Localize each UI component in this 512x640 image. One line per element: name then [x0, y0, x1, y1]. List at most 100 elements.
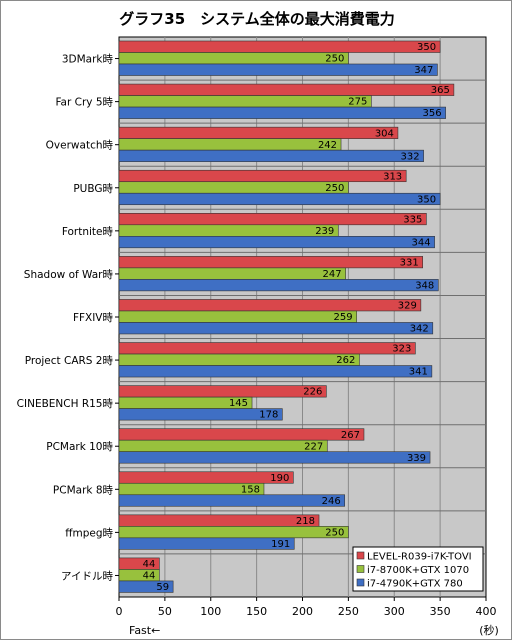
category-label: Shadow of War時	[24, 269, 114, 281]
category-label: Far Cry 5時	[55, 97, 113, 109]
category-label: Fortnite時	[62, 226, 114, 238]
data-label: 226	[303, 387, 322, 398]
data-label: 178	[259, 410, 278, 421]
data-label: 250	[325, 54, 344, 65]
bar	[118, 471, 294, 484]
data-label: 262	[336, 355, 355, 366]
category-label: PCMark 8時	[53, 484, 114, 496]
data-label: 347	[414, 65, 433, 76]
bar	[118, 537, 295, 550]
category-label: CINEBENCH R15時	[17, 398, 114, 410]
data-label: 59	[156, 582, 169, 593]
bar	[118, 40, 441, 53]
data-label: 313	[383, 171, 402, 182]
data-label: 329	[398, 301, 417, 312]
bar	[118, 192, 441, 206]
bar	[118, 385, 327, 398]
data-label: 44	[143, 559, 156, 570]
x-tick-label: 250	[338, 605, 359, 618]
legend-label: i7-8700K+GTX 1070	[367, 565, 469, 576]
bar	[118, 106, 446, 119]
legend-swatch	[356, 578, 365, 587]
category-label: アイドル時	[61, 570, 113, 582]
x-tick-label: 0	[116, 605, 123, 618]
data-label: 275	[348, 97, 367, 108]
bar	[118, 365, 433, 378]
x-tick-label: 100	[200, 605, 221, 618]
data-label: 191	[271, 539, 290, 550]
bar	[118, 236, 435, 249]
legend-label: LEVEL-R039-i7K-TOVI	[367, 552, 472, 563]
category-label: FFXIV時	[73, 312, 114, 324]
bar	[118, 580, 174, 593]
bar	[118, 224, 339, 237]
data-label: 331	[400, 257, 419, 268]
data-label: 242	[318, 140, 337, 151]
x-tick-label: 200	[292, 605, 313, 618]
data-label: 344	[412, 237, 431, 248]
bar	[118, 514, 320, 527]
data-label: 247	[323, 269, 342, 280]
bar	[118, 138, 342, 151]
data-label: 339	[407, 453, 426, 464]
x-tick-label: 350	[430, 605, 451, 618]
category-label: PCMark 10時	[46, 441, 113, 453]
data-label: 250	[325, 183, 344, 194]
data-label: 332	[401, 151, 420, 162]
bar	[118, 299, 422, 312]
bar	[118, 181, 349, 194]
bar	[118, 279, 439, 292]
bar	[118, 52, 349, 65]
bar	[118, 451, 431, 464]
data-label: 341	[409, 367, 428, 378]
data-label: 350	[417, 194, 436, 205]
category-label: Project CARS 2時	[25, 355, 114, 367]
data-label: 227	[304, 441, 323, 452]
data-label: 145	[229, 398, 248, 409]
category-label: ffmpeg時	[65, 527, 113, 539]
bar	[118, 126, 399, 139]
category-label: PUBG時	[73, 183, 113, 195]
legend-swatch	[356, 551, 365, 560]
x-axis-unit: (秒)	[479, 623, 499, 637]
bar	[118, 213, 427, 226]
x-tick-label: 400	[476, 605, 497, 618]
bar	[118, 267, 346, 280]
legend-box	[352, 546, 484, 592]
bar	[118, 169, 407, 183]
data-label: 250	[325, 527, 344, 538]
bar	[118, 494, 346, 507]
x-tick-label: 50	[158, 605, 172, 618]
bar	[118, 310, 357, 323]
bar	[118, 149, 424, 162]
bar	[118, 342, 416, 355]
category-label: Overwatch時	[46, 140, 114, 152]
data-label: 246	[322, 496, 341, 507]
chart-title: グラフ35 システム全体の最大消費電力	[119, 10, 394, 28]
data-label: 267	[341, 430, 360, 441]
bar	[118, 439, 328, 452]
data-label: 44	[143, 571, 156, 582]
bar	[118, 63, 438, 76]
x-tick-label: 300	[384, 605, 405, 618]
data-label: 158	[241, 484, 260, 495]
data-label: 239	[315, 226, 334, 237]
category-label: 3DMark時	[62, 54, 114, 66]
bar	[118, 408, 283, 421]
data-label: 259	[334, 312, 353, 323]
x-axis-note: Fast←	[129, 624, 160, 637]
data-label: 304	[375, 128, 394, 139]
bar	[118, 353, 360, 366]
bar	[118, 526, 349, 539]
data-label: 365	[431, 85, 450, 96]
legend-swatch	[356, 565, 365, 573]
data-label: 348	[415, 280, 434, 291]
data-label: 218	[296, 516, 315, 527]
bar	[118, 95, 372, 108]
x-tick-label: 150	[246, 605, 267, 618]
bar	[118, 256, 423, 269]
data-label: 323	[392, 344, 411, 355]
bar	[118, 428, 365, 441]
